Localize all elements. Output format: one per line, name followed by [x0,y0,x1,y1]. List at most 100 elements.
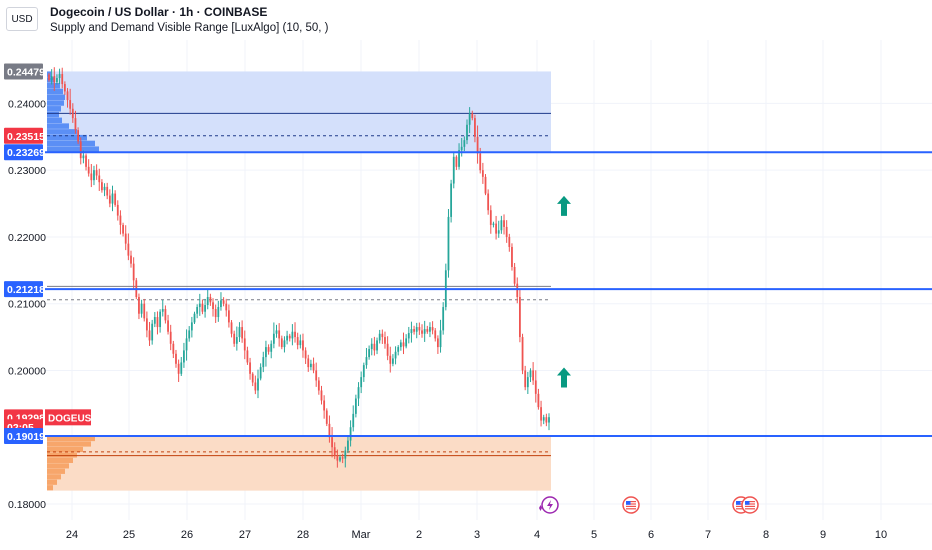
candle-body [304,350,307,359]
x-tick-label[interactable]: 27 [239,529,251,541]
indicator-legend[interactable]: Supply and Demand Visible Range [LuxAlgo… [50,22,329,34]
x-tick-label[interactable]: 7 [705,529,711,541]
candle-body [347,440,349,451]
candle-body [373,343,376,351]
candle-body [214,309,217,318]
x-tick-label[interactable]: 25 [123,529,135,541]
candle-body [206,297,209,306]
x-tick-label[interactable]: 5 [591,529,597,541]
price-label-badge [4,427,43,444]
candle-body [376,340,378,351]
candle-body [63,84,66,92]
candle-body [127,243,130,256]
candle-body [61,74,64,85]
candle-body [180,362,183,374]
candle-body [447,216,450,271]
candle-body [336,455,339,461]
price-label-text: 0.23269 [7,147,45,159]
candle-body [159,311,162,328]
supply-profile-bar [47,82,60,89]
candle-body [58,74,61,79]
candle-body [198,303,201,308]
candle-body [185,338,188,351]
candle-body [177,363,180,374]
candle-body [257,378,259,391]
demand-profile-bar [47,446,83,453]
x-tick-label[interactable]: 4 [534,529,540,541]
candle-body [463,140,466,147]
candle-body [74,118,77,131]
supply-profile-bar [47,146,99,152]
candle-body [119,215,122,225]
candle-body [511,246,513,267]
x-tick-label[interactable]: 6 [648,529,654,541]
candle-body [124,233,127,244]
candle-body [111,193,114,204]
candle-body [540,407,542,421]
us-flag-icon[interactable] [622,496,640,514]
flag-canton [745,501,750,505]
currency-button[interactable]: USD [6,7,38,31]
candle-body [122,224,124,234]
x-tick-label[interactable]: 9 [820,529,826,541]
us-flag-icon[interactable] [741,496,759,514]
x-tick-label[interactable]: 2 [416,529,422,541]
candle-body [458,150,460,167]
candle-body [190,322,193,331]
candle-body [413,329,415,332]
candle-body [341,457,344,459]
chart-title: Dogecoin / US Dollar · 1h · COINBASE [50,5,268,19]
candle-body [265,347,267,358]
supply-demand-zones [47,71,551,491]
event-icons[interactable] [539,496,759,514]
time-axis[interactable]: 24 25 26 27 28 Mar 2 3 4 5 6 7 8 9 10 [66,529,887,541]
candle-body [418,327,421,331]
x-tick-label[interactable]: 3 [474,529,480,541]
x-tick-label[interactable]: 10 [875,529,887,541]
x-tick-label[interactable]: 28 [297,529,309,541]
candle-body [291,331,294,339]
candle-body [503,220,505,227]
candle-body [95,170,98,176]
candle-body [243,338,246,351]
signal-arrows [557,195,571,388]
price-label-badge [4,127,43,144]
candle-body [201,303,204,312]
symbol-tag-text: DOGEUSD [48,413,99,424]
candle-body [69,100,72,109]
candle-body [90,173,93,181]
candle-body [471,113,474,119]
demand-profile-bar [47,452,77,458]
candle-body [188,330,191,339]
price-label-text: 0.23515 [7,131,45,143]
candle-body [405,338,408,347]
candle-body [487,193,490,211]
candle-body [368,349,371,358]
flag-stripe [736,503,746,505]
x-tick-label[interactable]: 26 [181,529,193,541]
candle-body [426,329,429,332]
horizontal-levels[interactable] [45,151,932,437]
candle-body [434,330,437,339]
candle-body [489,210,492,225]
x-tick-label[interactable]: 24 [66,529,78,541]
x-tick-label[interactable]: Mar [352,529,371,541]
x-tick-label[interactable]: 8 [763,529,769,541]
candle-body [288,335,291,339]
candle-body [246,350,249,363]
candle-body [320,390,323,401]
candle-body [143,303,146,319]
candle-body [317,380,320,391]
demand-profile-bar [47,479,57,485]
sparkle-icon [539,505,542,511]
candle-body [392,358,394,364]
candle-body [397,347,400,352]
candle-body [283,340,286,348]
candle-body [53,76,56,83]
candle-body [505,226,508,237]
price-axis[interactable]: 0.18000 0.20000 0.21000 0.22000 0.23000 0.240… [8,98,46,511]
candle-body [169,331,172,344]
candle-body [370,343,373,350]
supply-profile-bar [47,94,65,100]
